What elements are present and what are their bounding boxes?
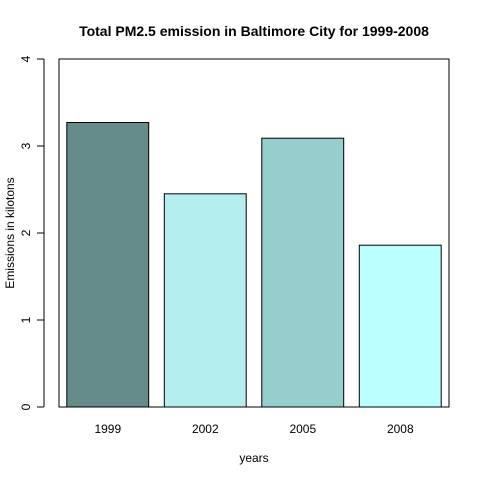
bar-2005 bbox=[261, 137, 345, 408]
y-tick-label-0: 0 bbox=[19, 403, 33, 410]
x-tick-label-2008: 2008 bbox=[387, 422, 414, 436]
plot-frame bbox=[58, 58, 450, 408]
bar-2002 bbox=[163, 193, 247, 408]
y-tick-label-4: 4 bbox=[19, 55, 33, 62]
y-axis-label: Emissions in kilotons bbox=[3, 177, 17, 288]
bar-1999 bbox=[66, 122, 150, 408]
x-tick-label-2002: 2002 bbox=[192, 422, 219, 436]
y-axis: 0 1 2 3 4 bbox=[19, 55, 45, 410]
x-tick-label-2005: 2005 bbox=[289, 422, 316, 436]
y-tick-label-2: 2 bbox=[19, 229, 33, 236]
bar-2008 bbox=[358, 244, 442, 408]
x-tick-label-1999: 1999 bbox=[94, 422, 121, 436]
chart-title: Total PM2.5 emission in Baltimore City f… bbox=[79, 23, 429, 39]
y-tick-label-3: 3 bbox=[19, 142, 33, 149]
y-tick-label-1: 1 bbox=[19, 316, 33, 323]
x-axis-label: years bbox=[239, 451, 268, 465]
x-axis-labels: 1999 2002 2005 2008 bbox=[94, 422, 414, 436]
bars-layer bbox=[66, 122, 442, 408]
